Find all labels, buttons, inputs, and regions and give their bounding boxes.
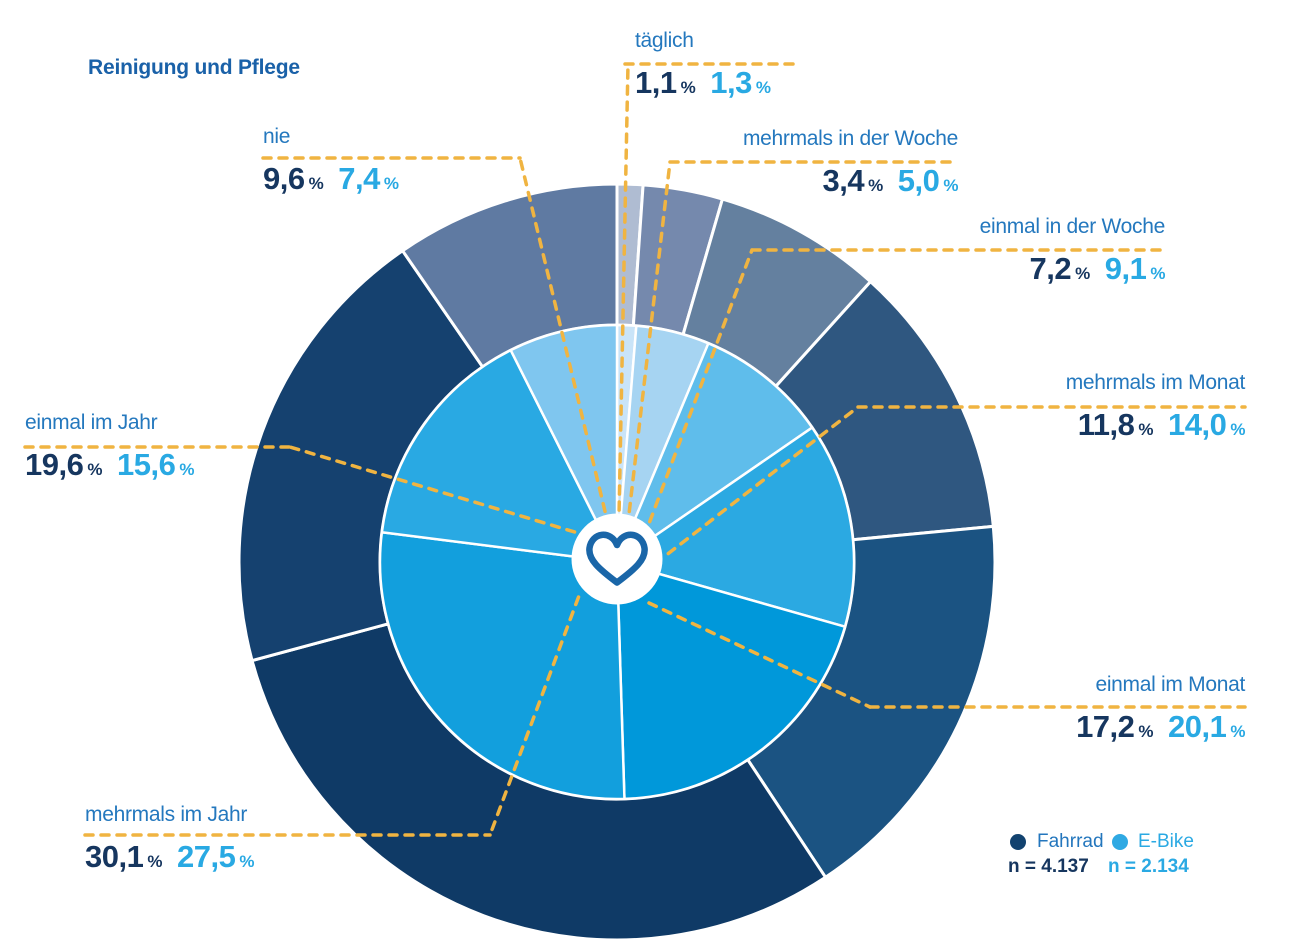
connector-diagonal-taeglich bbox=[617, 62, 630, 512]
ebike-value: 20,1 bbox=[1168, 709, 1227, 744]
connector-diagonal-mehrmals-in-der-woche bbox=[627, 160, 672, 514]
connector-diagonal-mehrmals-im-monat bbox=[666, 405, 860, 556]
category-label-einmal-im-monat: einmal im Monat 17,2% 20,1% bbox=[1076, 672, 1245, 750]
connector-diagonal-einmal-im-monat bbox=[647, 601, 872, 709]
connector-diagonal-mehrmals-im-jahr bbox=[488, 595, 581, 837]
category-label-mehrmals-im-monat: mehrmals im Monat 11,8% 14,0% bbox=[1065, 370, 1246, 448]
category-label-mehrmals-im-jahr: mehrmals im Jahr 30,1% 27,5% bbox=[85, 802, 254, 880]
ebike-value: 27,5 bbox=[176, 839, 236, 874]
fahrrad-percent-sign: % bbox=[1138, 722, 1154, 741]
ebike-percent-sign: % bbox=[1230, 722, 1245, 741]
category-label-mehrmals-in-der-woche: mehrmals in der Woche 3,4% 5,0% bbox=[742, 126, 959, 204]
category-values: 3,4% 5,0% bbox=[743, 163, 959, 204]
ebike-value: 1,3 bbox=[710, 65, 752, 100]
category-name: mehrmals in der Woche bbox=[742, 127, 958, 150]
ebike-percent-sign: % bbox=[755, 78, 771, 97]
category-name: einmal in der Woche bbox=[979, 215, 1166, 238]
inner-segment-ebike-einmal-im-monat bbox=[615, 560, 847, 801]
fahrrad-percent-sign: % bbox=[1075, 264, 1090, 283]
fahrrad-value: 30,1 bbox=[85, 839, 144, 874]
category-name: mehrmals im Monat bbox=[1065, 371, 1246, 394]
category-values: 17,2% 20,1% bbox=[1076, 710, 1245, 750]
ebike-legend-label: E-Bike bbox=[1138, 831, 1194, 852]
ebike-percent-sign: % bbox=[1230, 420, 1245, 439]
ebike-percent-sign: % bbox=[179, 460, 194, 479]
fahrrad-percent-sign: % bbox=[868, 176, 883, 195]
category-values: 9,6% 7,4% bbox=[263, 161, 399, 202]
ebike-value: 9,1 bbox=[1104, 251, 1147, 286]
category-values: 30,1% 27,5% bbox=[85, 840, 254, 880]
category-name: einmal im Jahr bbox=[25, 411, 158, 434]
fahrrad-percent-sign: % bbox=[680, 78, 696, 97]
fahrrad-value: 9,6 bbox=[263, 161, 305, 196]
fahrrad-value: 11,8 bbox=[1077, 407, 1135, 442]
fahrrad-value: 1,1 bbox=[635, 65, 677, 100]
fahrrad-value: 3,4 bbox=[822, 163, 865, 198]
category-values: 19,6% 15,6% bbox=[25, 448, 194, 488]
center-hub-circle bbox=[571, 513, 663, 605]
ebike-percent-sign: % bbox=[1150, 264, 1165, 283]
ebike-legend-dot bbox=[1112, 834, 1128, 850]
category-name: nie bbox=[263, 125, 291, 148]
ebike-percent-sign: % bbox=[383, 174, 399, 193]
category-values: 11,8% 14,0% bbox=[1066, 407, 1246, 448]
category-name: täglich bbox=[635, 29, 694, 52]
chart-title: Reinigung und Pflege bbox=[88, 56, 300, 79]
ebike-value: 7,4 bbox=[338, 161, 380, 196]
connector-diagonal-einmal-im-jahr bbox=[288, 445, 577, 534]
ebike-percent-sign: % bbox=[239, 852, 254, 871]
fahrrad-value: 17,2 bbox=[1076, 709, 1135, 744]
ebike-sample-size: n = 2.134 bbox=[1108, 856, 1189, 877]
fahrrad-sample-size: n = 4.137 bbox=[1008, 856, 1089, 877]
fahrrad-percent-sign: % bbox=[308, 174, 324, 193]
category-name: mehrmals im Jahr bbox=[85, 803, 248, 826]
category-label-nie: nie 9,6% 7,4% bbox=[263, 124, 399, 202]
fahrrad-legend-dot bbox=[1010, 834, 1026, 850]
fahrrad-value: 7,2 bbox=[1029, 251, 1072, 286]
category-label-einmal-in-der-woche: einmal in der Woche 7,2% 9,1% bbox=[979, 214, 1166, 292]
fahrrad-legend-label: Fahrrad bbox=[1037, 831, 1104, 852]
category-values: 1,1% 1,3% bbox=[635, 65, 771, 106]
ebike-value: 15,6 bbox=[116, 447, 176, 482]
inner-segment-ebike-einmal-in-der-woche bbox=[615, 342, 814, 564]
category-label-einmal-im-jahr: einmal im Jahr 19,6% 15,6% bbox=[25, 410, 194, 488]
fahrrad-percent-sign: % bbox=[1138, 420, 1154, 439]
ebike-value: 14,0 bbox=[1168, 407, 1227, 442]
connector-diagonal-einmal-in-der-woche bbox=[648, 248, 754, 524]
heart-icon bbox=[586, 531, 648, 586]
connector-diagonal-nie bbox=[518, 156, 607, 514]
inner-segment-ebike-einmal-im-jahr bbox=[380, 348, 619, 564]
fahrrad-percent-sign: % bbox=[87, 460, 102, 479]
category-values: 7,2% 9,1% bbox=[980, 251, 1166, 292]
inner-segment-ebike-mehrmals-im-jahr bbox=[378, 531, 626, 801]
inner-segment-ebike-mehrmals-im-monat bbox=[615, 426, 856, 628]
category-label-taeglich: täglich 1,1% 1,3% bbox=[635, 28, 771, 106]
fahrrad-percent-sign: % bbox=[147, 852, 162, 871]
category-name: einmal im Monat bbox=[1095, 673, 1245, 696]
ebike-value: 5,0 bbox=[897, 163, 940, 198]
fahrrad-value: 19,6 bbox=[25, 447, 84, 482]
ebike-percent-sign: % bbox=[943, 176, 958, 195]
